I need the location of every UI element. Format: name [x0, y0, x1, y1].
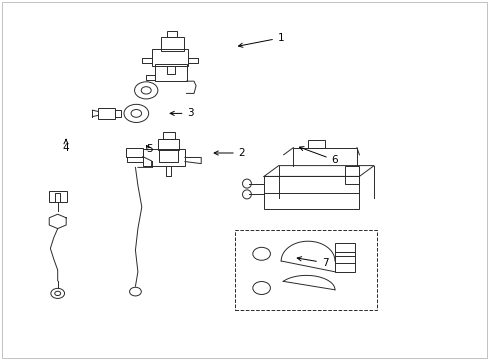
Bar: [125, 148, 142, 157]
Bar: [334, 243, 354, 252]
Bar: [161, 37, 183, 51]
Bar: [166, 31, 177, 37]
Bar: [163, 132, 174, 139]
Bar: [234, 230, 376, 310]
Text: 5: 5: [145, 144, 152, 154]
Bar: [334, 252, 354, 272]
Bar: [155, 64, 186, 81]
Text: 6: 6: [299, 147, 338, 165]
Bar: [98, 108, 115, 119]
Bar: [49, 191, 66, 202]
Text: 4: 4: [62, 139, 69, 153]
Bar: [307, 140, 325, 148]
Bar: [264, 176, 359, 209]
Bar: [115, 110, 121, 117]
Text: 1: 1: [238, 33, 284, 47]
Bar: [143, 149, 184, 166]
Bar: [152, 49, 187, 66]
Text: 3: 3: [170, 108, 194, 118]
Text: 2: 2: [214, 148, 245, 158]
Bar: [344, 166, 359, 184]
Text: 7: 7: [297, 257, 328, 268]
Bar: [158, 139, 179, 150]
